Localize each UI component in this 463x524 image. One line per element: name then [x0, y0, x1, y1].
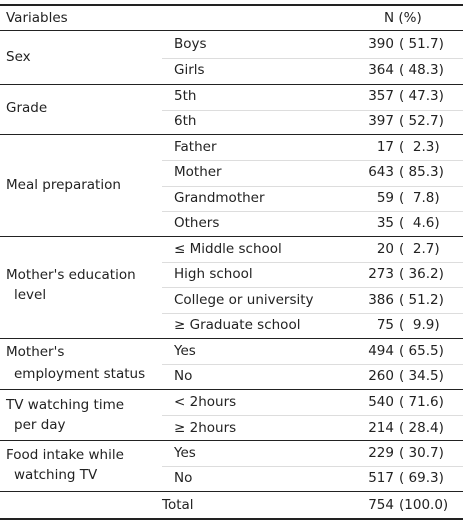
row-n: 75	[376, 317, 394, 333]
row-pct: ( 51.2)	[399, 292, 444, 308]
row-pct: ( 34.5)	[399, 368, 444, 384]
row-pct: ( 65.5)	[399, 343, 444, 359]
row-divider	[162, 58, 463, 59]
row-pct: ( 85.3)	[399, 164, 444, 180]
row-label: < 2hours	[174, 394, 237, 410]
row-divider	[162, 313, 463, 314]
row-pct: ( 28.4)	[399, 420, 444, 436]
group-label-food-intake-line2: watching TV	[14, 467, 98, 483]
row-label: ≥ Graduate school	[174, 317, 301, 333]
row-divider	[162, 186, 463, 187]
group-rule	[0, 134, 463, 135]
row-label: Others	[174, 215, 220, 231]
row-label: No	[174, 368, 193, 384]
row-divider	[162, 287, 463, 288]
row-divider	[162, 364, 463, 365]
row-n: 540	[368, 394, 394, 410]
row-n: 20	[376, 241, 394, 257]
row-n: 229	[368, 445, 394, 461]
top-rule	[0, 4, 463, 6]
row-n: 397	[368, 113, 394, 129]
group-label-mothers-education: Mother's education	[6, 267, 136, 283]
row-label: College or university	[174, 292, 314, 308]
bottom-rule	[0, 518, 463, 520]
group-label-mothers-employment-line2: employment status	[14, 366, 146, 382]
row-pct: ( 51.7)	[399, 36, 444, 52]
row-pct: ( 36.2)	[399, 266, 444, 282]
row-n: 643	[368, 164, 394, 180]
row-divider	[162, 466, 463, 467]
row-n: 17	[376, 139, 394, 155]
row-pct: ( 2.7)	[399, 241, 440, 257]
row-n: 357	[368, 88, 394, 104]
row-n: 214	[368, 420, 394, 436]
group-label-grade: Grade	[6, 100, 48, 116]
group-rule	[0, 389, 463, 390]
row-n: 517	[368, 470, 394, 486]
row-label: Father	[174, 139, 217, 155]
header-rule	[0, 30, 463, 31]
row-n: 364	[368, 62, 394, 78]
row-pct: ( 9.9)	[399, 317, 440, 333]
group-rule	[0, 84, 463, 85]
group-rule	[0, 440, 463, 441]
total-pct: (100.0)	[399, 497, 449, 513]
row-pct: ( 71.6)	[399, 394, 444, 410]
row-label: Yes	[174, 343, 196, 359]
group-label-food-intake: Food intake while	[6, 447, 124, 463]
group-rule	[0, 236, 463, 237]
row-pct: ( 2.3)	[399, 139, 440, 155]
row-divider	[162, 211, 463, 212]
row-label: Yes	[174, 445, 196, 461]
row-pct: ( 69.3)	[399, 470, 444, 486]
row-label: Girls	[174, 62, 205, 78]
row-n: 494	[368, 343, 394, 359]
row-pct: ( 7.8)	[399, 190, 440, 206]
row-pct: ( 4.6)	[399, 215, 440, 231]
row-label: ≤ Middle school	[174, 241, 282, 257]
group-label-tv-watching-time: TV watching time	[6, 397, 125, 413]
total-label: Total	[162, 497, 194, 513]
row-pct: ( 30.7)	[399, 445, 444, 461]
row-divider	[162, 160, 463, 161]
group-label-mothers-employment: Mother's	[6, 344, 65, 360]
row-n: 273	[368, 266, 394, 282]
row-n: 260	[368, 368, 394, 384]
row-divider	[162, 262, 463, 263]
group-label-sex: Sex	[6, 49, 31, 65]
group-label-mothers-education-line2: level	[14, 287, 47, 303]
row-n: 35	[376, 215, 394, 231]
total-n: 754	[368, 497, 394, 513]
group-label-meal-preparation: Meal preparation	[6, 177, 121, 193]
row-label: ≥ 2hours	[174, 420, 237, 436]
row-n: 390	[368, 36, 394, 52]
header-n-pct: N (%)	[384, 10, 422, 26]
total-rule	[0, 491, 463, 492]
row-divider	[162, 110, 463, 111]
row-label: No	[174, 470, 193, 486]
group-rule	[0, 338, 463, 339]
row-pct: ( 47.3)	[399, 88, 444, 104]
row-label: 6th	[174, 113, 197, 129]
row-pct: ( 48.3)	[399, 62, 444, 78]
row-n: 59	[376, 190, 394, 206]
row-label: Mother	[174, 164, 222, 180]
row-n: 386	[368, 292, 394, 308]
row-label: High school	[174, 266, 253, 282]
row-pct: ( 52.7)	[399, 113, 444, 129]
row-label: Boys	[174, 36, 207, 52]
header-variables: Variables	[6, 10, 68, 26]
row-label: 5th	[174, 88, 197, 104]
row-label: Grandmother	[174, 190, 265, 206]
row-divider	[162, 415, 463, 416]
group-label-tv-watching-time-line2: per day	[14, 417, 66, 433]
